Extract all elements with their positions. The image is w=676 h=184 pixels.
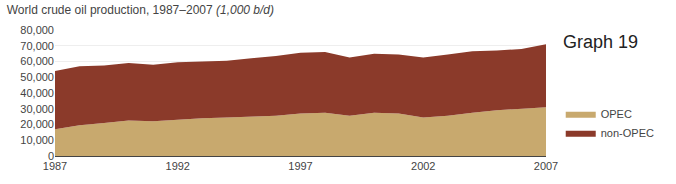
svg-text:1992: 1992	[166, 160, 190, 172]
svg-text:30,000: 30,000	[20, 103, 54, 115]
svg-text:50,000: 50,000	[20, 71, 54, 83]
svg-text:1987: 1987	[43, 160, 67, 172]
svg-text:80,000: 80,000	[20, 24, 54, 36]
svg-text:70,000: 70,000	[20, 40, 54, 52]
svg-text:World crude oil production, 19: World crude oil production, 1987–2007 (1…	[7, 3, 274, 17]
svg-text:0: 0	[48, 150, 54, 162]
svg-text:40,000: 40,000	[20, 87, 54, 99]
svg-text:OPEC: OPEC	[601, 108, 632, 120]
svg-text:2007: 2007	[534, 160, 558, 172]
svg-text:2002: 2002	[411, 160, 435, 172]
svg-text:non-OPEC: non-OPEC	[601, 127, 654, 139]
svg-text:Graph 19: Graph 19	[563, 32, 638, 52]
svg-text:60,000: 60,000	[20, 55, 54, 67]
svg-text:20,000: 20,000	[20, 118, 54, 130]
svg-text:10,000: 10,000	[20, 134, 54, 146]
svg-text:1997: 1997	[288, 160, 312, 172]
